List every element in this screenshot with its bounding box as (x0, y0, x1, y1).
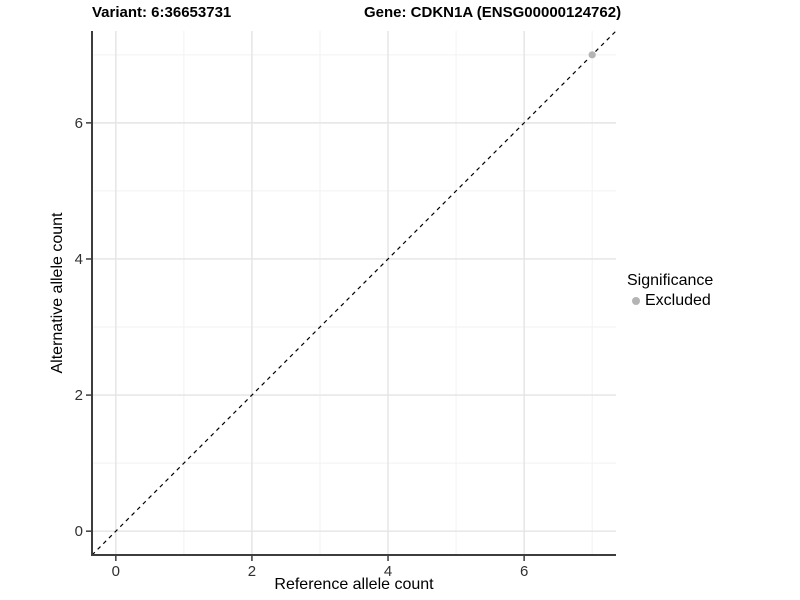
legend: Significance Excluded (627, 272, 713, 310)
legend-item-label: Excluded (645, 292, 711, 309)
x-axis-title: Reference allele count (274, 576, 434, 593)
variant-title: Variant: 6:36653731 (92, 4, 232, 21)
y-tick-label: 0 (75, 523, 83, 540)
legend-key (627, 293, 644, 310)
y-tick-label: 4 (75, 251, 83, 268)
data-point-excluded (588, 51, 596, 59)
gene-title: Gene: CDKN1A (ENSG00000124762) (364, 4, 622, 21)
excluded-point-icon (631, 297, 640, 305)
identity-line (91, 30, 617, 556)
y-axis-title: Alternative allele count (49, 212, 66, 374)
x-tick-label: 2 (248, 563, 256, 580)
x-tick-label: 0 (112, 563, 120, 580)
legend-item-excluded: Excluded (627, 292, 713, 310)
x-tick-label: 4 (384, 563, 392, 580)
y-tick-label: 2 (75, 387, 83, 404)
y-tick-label: 6 (75, 115, 83, 132)
x-tick-label: 6 (520, 563, 528, 580)
legend-title: Significance (627, 272, 714, 289)
